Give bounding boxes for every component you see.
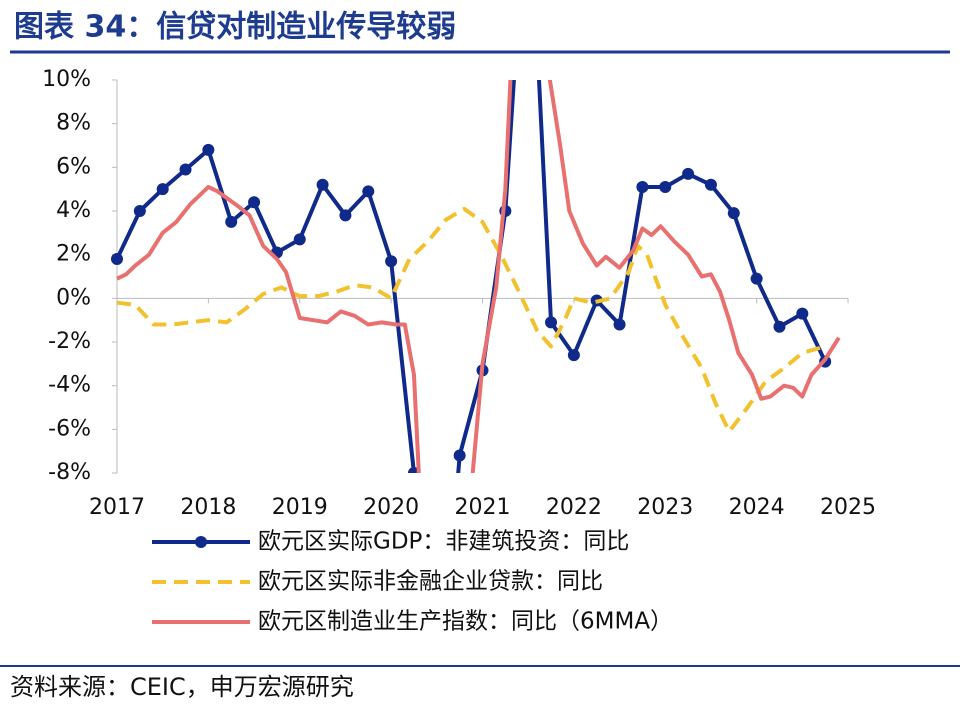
series-marker: [567, 349, 580, 362]
series-marker: [316, 178, 329, 191]
source: 资料来源：CEIC，申万宏源研究: [10, 673, 354, 701]
legend-label: 欧元区制造业生产指数：同比（6MMA）: [258, 609, 673, 635]
series-marker: [156, 183, 169, 196]
series-marker: [248, 196, 261, 209]
series-marker: [362, 185, 375, 198]
x-tick-label: 2020: [363, 495, 419, 520]
y-tick-label: -4%: [48, 373, 91, 398]
series-marker: [682, 167, 695, 180]
y-tick-label: -8%: [48, 460, 91, 485]
x-tick-label: 2022: [546, 495, 602, 520]
x-tick-label: 2021: [455, 495, 511, 520]
x-tick-label: 2017: [89, 495, 145, 520]
legend-label: 欧元区实际非金融企业贷款：同比: [258, 569, 603, 595]
series-marker: [704, 178, 717, 191]
plot-area: [111, 80, 841, 473]
series-marker: [727, 207, 740, 220]
series-marker: [339, 209, 352, 222]
x-tick-label: 2025: [820, 495, 876, 520]
y-tick-label: 8%: [56, 111, 91, 136]
series-marker: [613, 318, 626, 331]
y-tick-label: -2%: [48, 329, 91, 354]
series-marker: [293, 233, 306, 246]
series-marker: [659, 180, 672, 193]
series-marker: [750, 272, 763, 285]
series-marker: [453, 449, 466, 462]
x-tick-label: 2019: [272, 495, 328, 520]
series-line: [115, 80, 827, 473]
y-tick-label: 4%: [56, 198, 91, 223]
series-marker: [796, 307, 809, 320]
series-marker: [545, 316, 558, 329]
y-tick-label: -6%: [48, 416, 91, 441]
y-tick-label: 2%: [56, 242, 91, 267]
series-marker: [385, 255, 398, 268]
series-marker: [133, 205, 146, 217]
series-marker: [202, 143, 215, 156]
chart-title: 图表 34：信贷对制造业传导较弱: [14, 10, 456, 45]
series-marker: [111, 253, 123, 266]
x-tick-label: 2023: [637, 495, 693, 520]
series-line: [116, 206, 826, 434]
legend-label: 欧元区实际GDP：非建筑投资：同比: [258, 529, 629, 555]
series-marker: [773, 320, 786, 333]
x-tick-label: 2024: [729, 495, 785, 520]
legend-marker: [195, 536, 207, 548]
series-marker: [179, 163, 192, 176]
y-tick-label: 6%: [56, 154, 91, 179]
y-tick-label: 0%: [56, 285, 91, 310]
series-marker: [636, 180, 649, 193]
series-line: [116, 80, 841, 473]
y-tick-label: 10%: [42, 67, 91, 92]
x-tick-label: 2018: [180, 495, 236, 520]
series-marker: [225, 215, 238, 228]
